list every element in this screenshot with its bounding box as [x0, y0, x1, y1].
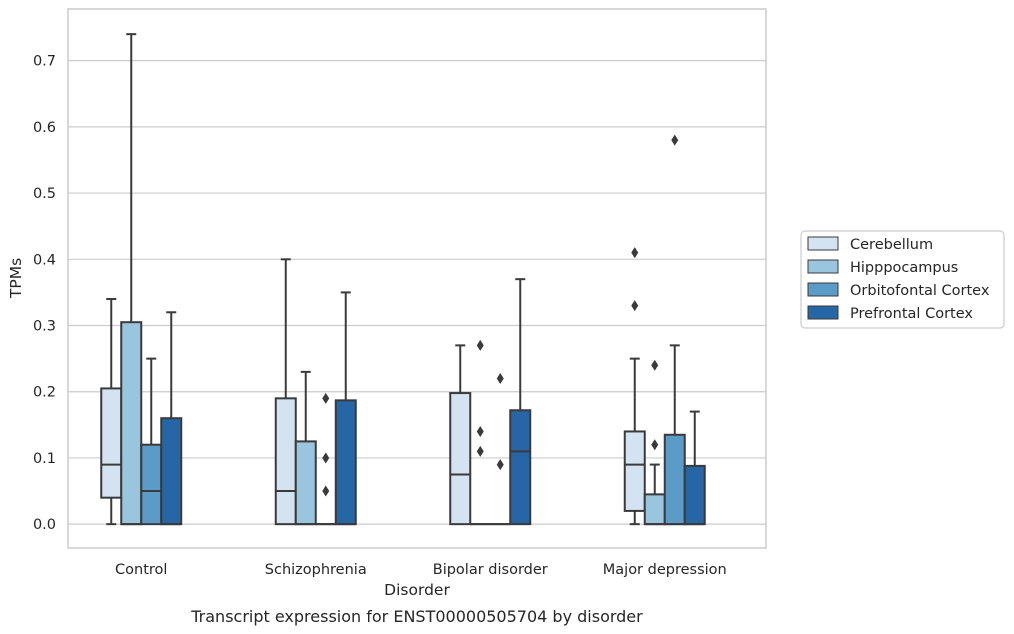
legend-swatch — [807, 259, 839, 274]
box-group — [490, 372, 511, 526]
box-group — [470, 339, 491, 526]
box — [663, 433, 686, 526]
box-group — [334, 291, 357, 526]
legend-label: Cerebellum — [850, 237, 933, 253]
box — [100, 387, 123, 499]
outlier-point — [322, 452, 330, 464]
x-tick-label: Major depression — [603, 562, 727, 578]
box-group — [449, 344, 472, 526]
grid-lines — [68, 60, 766, 525]
legend-item: Cerebellum — [807, 236, 933, 253]
box — [294, 440, 317, 526]
box — [449, 392, 472, 526]
box-group — [623, 247, 646, 526]
y-tick-label: 0.5 — [33, 186, 56, 202]
box-plot-area — [100, 33, 706, 526]
y-tick-label: 0.4 — [33, 252, 56, 268]
box-group — [274, 258, 297, 526]
outlier-point — [631, 300, 639, 312]
legend-item: Orbitofontal Cortex — [807, 282, 990, 299]
outlier-point — [671, 134, 679, 146]
y-axis-label: TPMs — [7, 258, 25, 299]
box — [623, 430, 646, 512]
outlier-point — [476, 445, 484, 457]
y-tick-label: 0.7 — [33, 54, 56, 70]
box-group — [100, 298, 123, 526]
box-group — [683, 410, 706, 526]
outlier-point — [496, 372, 504, 384]
y-tick-label: 0.1 — [33, 451, 56, 467]
box-group — [140, 357, 163, 526]
legend-item: Hipppocampus — [807, 259, 958, 276]
legend-swatch — [807, 305, 839, 320]
box — [160, 417, 183, 526]
outlier-point — [476, 339, 484, 351]
x-axis-ticks: Control Schizophrenia Bipolar disorder Majo… — [115, 562, 727, 578]
box — [509, 409, 532, 526]
box — [643, 493, 666, 526]
legend-label: Prefrontal Cortex — [850, 306, 973, 322]
legend-label: Orbitofontal Cortex — [850, 283, 990, 299]
legend-label: Hipppocampus — [850, 260, 958, 276]
box — [683, 464, 706, 526]
x-tick-label: Control — [115, 562, 167, 578]
x-tick-label: Bipolar disorder — [433, 562, 548, 578]
y-tick-label: 0.3 — [33, 319, 56, 335]
y-tick-label: 0.0 — [33, 517, 56, 533]
box-group — [120, 33, 143, 526]
outlier-point — [496, 459, 504, 471]
box-group — [315, 392, 336, 526]
x-tick-label: Schizophrenia — [265, 562, 367, 578]
outlier-point — [476, 425, 484, 437]
outlier-point — [322, 485, 330, 497]
y-tick-label: 0.6 — [33, 120, 56, 136]
box — [140, 443, 163, 526]
box — [334, 399, 357, 526]
outlier-point — [651, 359, 659, 371]
y-tick-label: 0.2 — [33, 385, 56, 401]
legend-frame — [800, 230, 1005, 329]
legend-swatch — [807, 282, 839, 297]
legend: Cerebellum Hipppocampus Orbitofontal Corte… — [800, 230, 1005, 329]
outlier-point — [322, 392, 330, 404]
y-axis-ticks: 0.0 0.1 0.2 0.3 0.4 0.5 0.6 0.7 — [33, 54, 56, 534]
legend-item: Prefrontal Cortex — [807, 305, 973, 322]
box-group — [509, 278, 532, 526]
box-group — [643, 359, 666, 526]
box — [120, 321, 143, 526]
box — [274, 397, 297, 526]
outlier-point — [631, 247, 639, 259]
box-group — [294, 370, 317, 526]
x-axis-label: Disorder — [384, 581, 450, 599]
plot-frame — [67, 8, 767, 549]
outlier-point — [651, 439, 659, 451]
box-group — [160, 311, 183, 526]
chart-caption: Transcript expression for ENST0000050570… — [190, 607, 643, 626]
legend-swatch — [807, 236, 839, 251]
